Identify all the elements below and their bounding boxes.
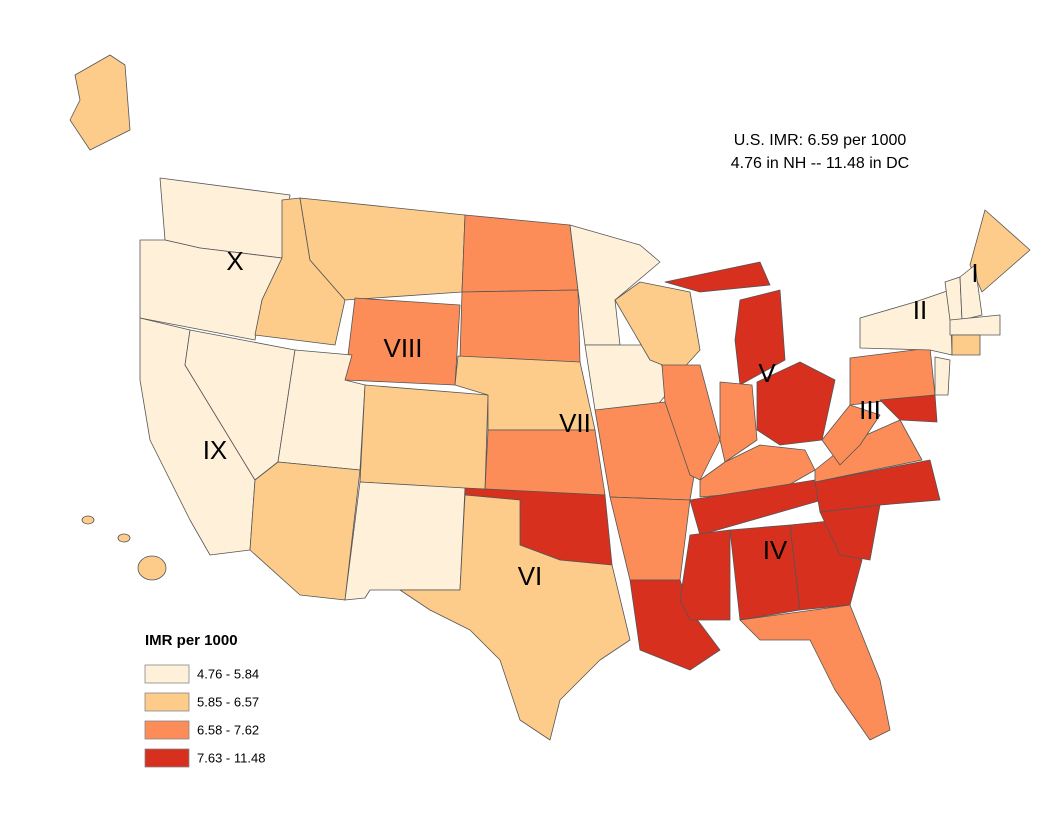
legend-label: 7.63 - 11.48 — [197, 750, 265, 765]
state — [949, 314, 1001, 336]
legend-label: 6.58 - 7.62 — [197, 722, 259, 737]
legend-swatch — [144, 692, 190, 712]
state — [117, 533, 131, 543]
region-label: VIII — [383, 333, 422, 363]
legend-label: 4.76 - 5.84 — [197, 666, 259, 681]
annotation: 4.76 in NH -- 11.48 in DC — [731, 155, 909, 172]
legend: 4.76 - 5.84 5.85 - 6.57 6.58 - 7.62 7.63 - … — [144, 664, 265, 768]
state — [359, 384, 489, 491]
state — [484, 429, 606, 496]
state — [81, 515, 95, 525]
state — [879, 394, 938, 423]
region-label: IX — [203, 435, 228, 465]
state — [969, 209, 1031, 293]
region-label: V — [758, 358, 776, 388]
state — [679, 529, 731, 621]
state — [569, 224, 661, 346]
state — [699, 444, 816, 498]
state — [594, 401, 696, 501]
state — [249, 461, 361, 601]
region-label: VII — [559, 408, 591, 438]
state — [739, 604, 891, 741]
region-labels: I II III IV V VI VII VIII IX X — [203, 246, 979, 591]
state — [951, 334, 981, 356]
state — [859, 289, 953, 356]
state — [614, 281, 701, 373]
state — [459, 289, 581, 363]
state — [399, 494, 631, 741]
region-label: IV — [763, 535, 788, 565]
legend-swatch — [144, 720, 190, 740]
states — [69, 54, 1031, 741]
legend-swatch — [144, 748, 190, 768]
state — [821, 404, 881, 466]
region-label: VI — [518, 561, 543, 591]
annotation: U.S. IMR: 6.59 per 1000 — [734, 132, 907, 149]
state — [344, 481, 466, 601]
state — [69, 54, 131, 151]
legend-swatch — [144, 664, 190, 684]
state — [959, 264, 983, 321]
state — [609, 496, 691, 581]
state — [461, 214, 579, 293]
region-label: I — [971, 258, 978, 288]
legend-title: IMR per 1000 — [145, 632, 238, 649]
region-label: X — [226, 246, 243, 276]
state — [934, 356, 951, 396]
state — [664, 261, 771, 293]
state — [719, 381, 758, 463]
region-label: II — [913, 295, 927, 325]
state — [629, 579, 721, 671]
state — [137, 555, 167, 581]
region-label: III — [859, 395, 881, 425]
state — [734, 289, 786, 386]
legend-label: 5.85 - 6.57 — [197, 694, 259, 709]
state — [299, 197, 466, 301]
state — [814, 459, 941, 513]
